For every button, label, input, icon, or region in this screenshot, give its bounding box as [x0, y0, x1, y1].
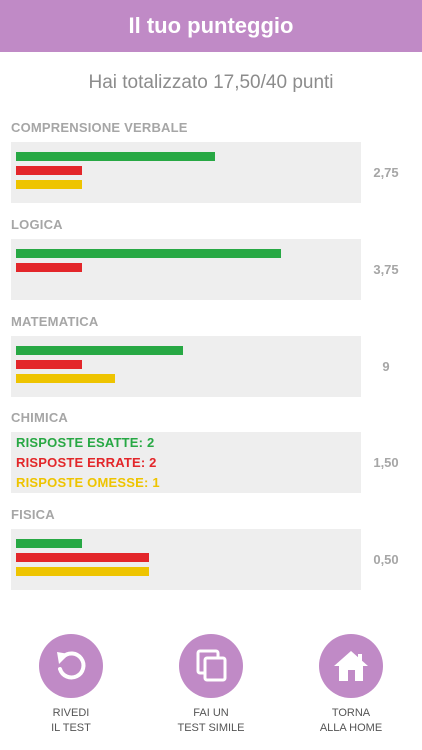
home-label: TORNA ALLA HOME: [301, 706, 401, 736]
app-header: Il tuo punteggio: [0, 0, 422, 52]
section-result-box: [11, 336, 361, 397]
home-icon: [334, 651, 368, 681]
section-title: MATEMATICA: [11, 314, 99, 329]
section-result-box: RISPOSTE ESATTE: 2 RISPOSTE ERRATE: 2 RISP…: [11, 432, 361, 493]
review-test-button[interactable]: RIVEDI IL TEST: [21, 634, 121, 736]
wrong-answers-bar: [16, 166, 82, 175]
section-result-box: [11, 239, 361, 300]
section-score: 2,75: [373, 165, 399, 180]
section-title: COMPRENSIONE VERBALE: [11, 120, 188, 135]
review-label-line2: IL TEST: [51, 722, 91, 734]
section-score: 1,50: [373, 455, 399, 470]
action-bar: RIVEDI IL TEST FAI UN TEST SIMILE TORNA …: [0, 634, 422, 744]
omitted-answers-detail: RISPOSTE OMESSE: 1: [16, 475, 160, 490]
review-label-line1: RIVEDI: [52, 707, 90, 719]
copy-icon: [196, 649, 227, 682]
correct-answers-bar: [16, 539, 82, 548]
home-label-line1: TORNA: [331, 707, 371, 719]
wrong-answers-bar: [16, 553, 149, 562]
section-score: 3,75: [373, 262, 399, 277]
omitted-answers-bar: [16, 374, 115, 383]
section-title: FISICA: [11, 507, 55, 522]
wrong-answers-detail: RISPOSTE ERRATE: 2: [16, 455, 157, 470]
section-title: LOGICA: [11, 217, 63, 232]
omitted-answers-bar: [16, 180, 82, 189]
section-result-box: [11, 142, 361, 203]
similar-label-line1: FAI UN: [193, 707, 229, 719]
omitted-answers-bar: [16, 567, 149, 576]
review-button-circle[interactable]: [39, 634, 103, 698]
wrong-answers-bar: [16, 360, 82, 369]
section-result-box: [11, 529, 361, 590]
review-icon: [57, 651, 86, 680]
review-test-label: RIVEDI IL TEST: [21, 706, 121, 736]
similar-test-button[interactable]: FAI UN TEST SIMILE: [161, 634, 261, 736]
correct-answers-detail: RISPOSTE ESATTE: 2: [16, 435, 155, 450]
section-score: 0,50: [373, 552, 399, 567]
similar-test-label: FAI UN TEST SIMILE: [161, 706, 261, 736]
home-button-circle[interactable]: [319, 634, 383, 698]
correct-answers-bar: [16, 249, 281, 258]
score-summary: Hai totalizzato 17,50/40 punti: [88, 72, 334, 93]
wrong-answers-bar: [16, 263, 82, 272]
page-title: Il tuo punteggio: [128, 13, 294, 38]
correct-answers-bar: [16, 152, 215, 161]
correct-answers-bar: [16, 346, 183, 355]
home-button[interactable]: TORNA ALLA HOME: [301, 634, 401, 736]
home-label-line2: ALLA HOME: [319, 722, 383, 734]
section-score: 9: [382, 359, 390, 374]
section-title: CHIMICA: [11, 410, 69, 425]
similar-button-circle[interactable]: [179, 634, 243, 698]
similar-label-line2: TEST SIMILE: [177, 722, 245, 734]
